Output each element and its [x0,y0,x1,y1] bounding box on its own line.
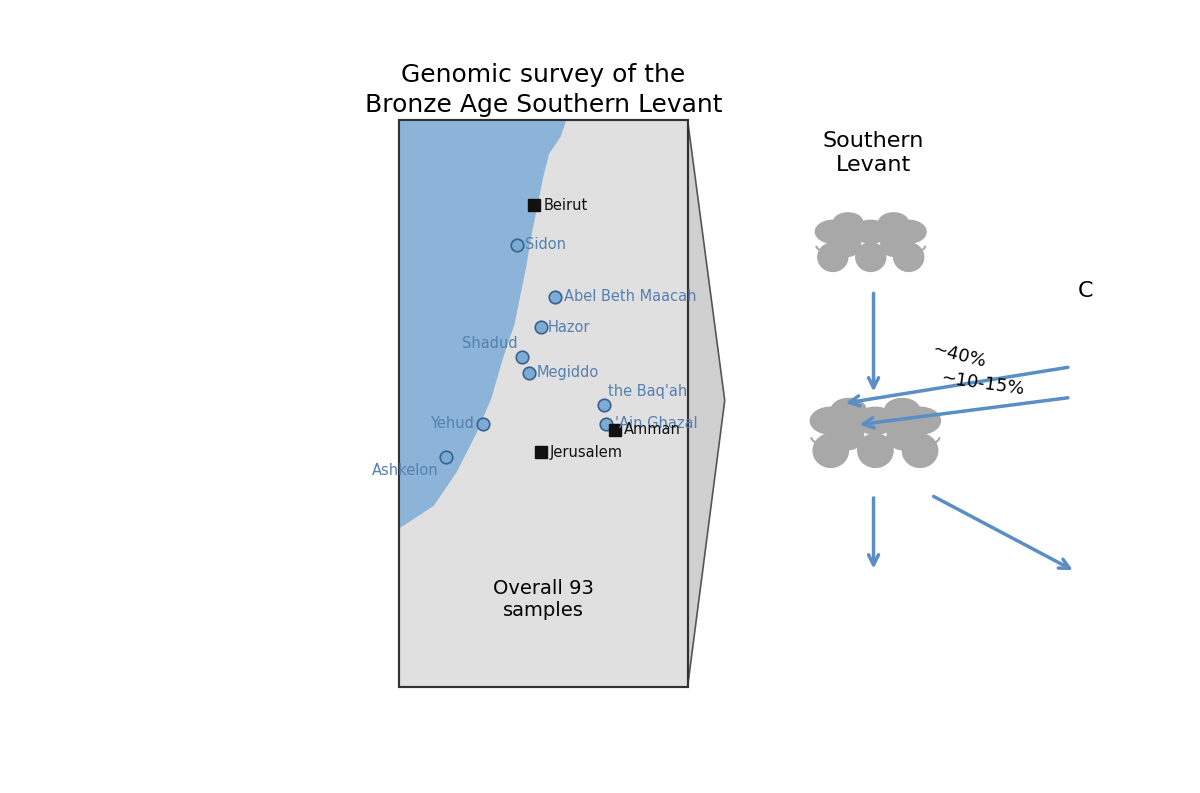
Bar [400,120,688,688]
Text: Jerusalem: Jerusalem [550,445,623,460]
Ellipse shape [814,434,848,467]
Text: Amman: Amman [624,423,682,437]
Circle shape [853,220,888,243]
Text: Sidon: Sidon [524,237,565,252]
Ellipse shape [858,434,893,467]
Text: Abel Beth Maacah: Abel Beth Maacah [564,289,696,305]
Text: 'Ain Ghazal: 'Ain Ghazal [616,416,697,431]
Text: ~10-15%: ~10-15% [940,369,1025,399]
Circle shape [884,399,919,421]
Text: Overall 93
samples: Overall 93 samples [493,579,594,620]
Ellipse shape [817,243,848,271]
Circle shape [833,213,863,232]
Circle shape [878,213,908,232]
Circle shape [832,399,866,421]
Text: ~40%: ~40% [930,340,988,371]
Text: the Baq'ah: the Baq'ah [608,385,688,400]
Text: Ashkelon: Ashkelon [372,462,438,477]
Text: C: C [1078,281,1093,301]
Circle shape [816,220,850,243]
Circle shape [892,220,926,243]
Text: Beirut: Beirut [544,197,588,213]
Ellipse shape [835,232,860,256]
Text: Shadud: Shadud [462,335,517,351]
Circle shape [900,408,941,434]
Circle shape [854,408,896,434]
Circle shape [810,408,851,434]
Ellipse shape [881,232,906,256]
Ellipse shape [894,243,924,271]
Text: Megiddo: Megiddo [536,366,599,381]
Text: Hazor: Hazor [548,320,590,335]
Text: Yehud: Yehud [430,416,474,431]
Text: Genomic survey of the
Bronze Age Southern Levant: Genomic survey of the Bronze Age Souther… [365,63,722,117]
Text: Southern
Levant: Southern Levant [823,132,924,174]
Polygon shape [688,120,725,688]
Ellipse shape [887,421,917,450]
Ellipse shape [834,421,864,450]
Polygon shape [400,120,566,528]
Bar [400,120,688,688]
Ellipse shape [902,434,937,467]
Ellipse shape [856,243,886,271]
